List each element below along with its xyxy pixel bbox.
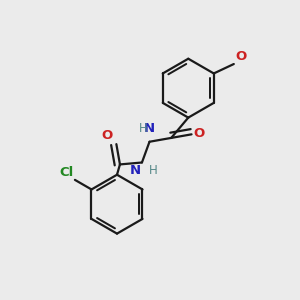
Text: H: H bbox=[148, 164, 157, 177]
Text: N: N bbox=[130, 164, 141, 177]
Text: H: H bbox=[139, 122, 147, 135]
Text: O: O bbox=[193, 127, 205, 140]
Text: N: N bbox=[143, 122, 155, 135]
Text: O: O bbox=[235, 50, 247, 63]
Text: Cl: Cl bbox=[59, 166, 74, 179]
Text: O: O bbox=[101, 129, 112, 142]
